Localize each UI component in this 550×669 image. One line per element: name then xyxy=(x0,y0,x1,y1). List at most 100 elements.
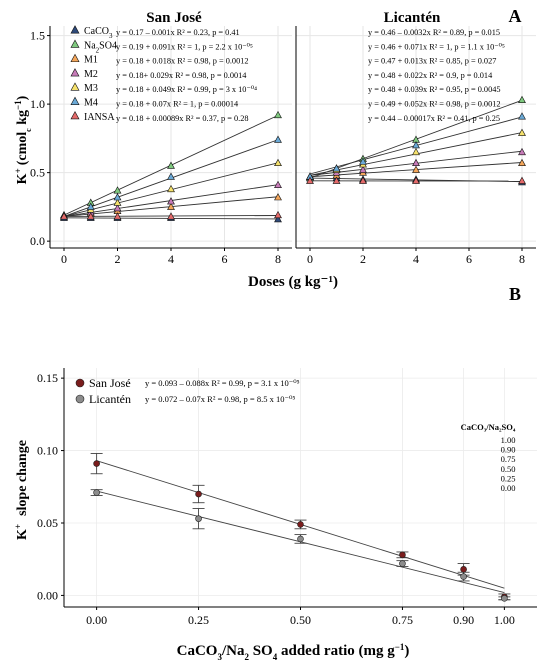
equation-label: y = 0.18 + 0.07x R² = 1, p = 0.00014 xyxy=(116,100,239,109)
y-tick-label: 1.0 xyxy=(30,97,45,111)
y-tick-label: 0.15 xyxy=(37,371,58,385)
data-point xyxy=(94,490,100,496)
x-tick-label: 0 xyxy=(61,252,67,266)
legend-marker xyxy=(71,54,79,61)
data-point xyxy=(399,552,405,558)
data-point xyxy=(519,96,526,102)
x-tick-label: 8 xyxy=(519,252,525,266)
data-point xyxy=(461,566,467,572)
x-tick-label: 0.90 xyxy=(453,613,474,627)
data-point xyxy=(275,212,282,218)
ratio-legend: CaCO₃/Na₂SO₄ 1.000.900.750.500.250.00 xyxy=(461,422,516,493)
legend-label: M4 xyxy=(84,98,98,109)
equation-label: y = 0.48 + 0.022x R² = 0.9, p = 0.014 xyxy=(368,71,493,80)
x-tick-label: 6 xyxy=(222,252,228,266)
x-tick-label: 0.75 xyxy=(392,613,413,627)
legend-label: CaCO3 xyxy=(84,26,113,40)
data-point xyxy=(519,113,526,119)
legend-marker xyxy=(71,97,79,104)
data-point xyxy=(275,136,282,142)
x-tick-label: 4 xyxy=(168,252,174,266)
data-point xyxy=(196,491,202,497)
equation-label: y = 0.17 – 0.001x R² = 0.23, p = 0.41 xyxy=(116,28,240,37)
equation-label: y = 0.18 + 0.049x R² = 0.99, p = 3 x 10⁻… xyxy=(116,85,257,94)
x-axis-label-a: Doses (g kg⁻¹) xyxy=(248,274,338,290)
legend-label: IANSA xyxy=(84,112,115,123)
ratio-legend-title: CaCO₃/Na₂SO₄ xyxy=(461,422,516,432)
legend-label: Na2SO4 xyxy=(84,40,117,54)
x-tick-label: 8 xyxy=(275,252,281,266)
data-point xyxy=(501,595,507,601)
legend-marker xyxy=(71,69,79,76)
equation-label: y = 0.46 – 0.0032x R² = 0.89, p = 0.015 xyxy=(368,28,500,37)
facet-title-licanten: Licantén xyxy=(384,10,441,26)
data-point xyxy=(196,516,202,522)
legend-label: San José xyxy=(89,376,131,390)
ratio-legend-item: 1.00 xyxy=(501,435,516,445)
data-point xyxy=(519,177,526,183)
x-tick-label: 2 xyxy=(360,252,366,266)
equation-label: y = 0.48 + 0.039x R² = 0.95, p = 0.0045 xyxy=(368,85,501,94)
equation-label: y = 0.093 – 0.088x R² = 0.99, p = 3.1 x … xyxy=(145,378,300,388)
panel-b: B K+slope change CaCO3/Na2 SO4 added rat… xyxy=(13,284,537,662)
legend-label: M2 xyxy=(84,69,98,80)
y-tick-label: 0.05 xyxy=(37,516,58,530)
y-tick-label: 0.5 xyxy=(30,166,45,180)
ratio-legend-item: 0.75 xyxy=(501,454,516,464)
equation-label: y = 0.47 + 0.013x R² = 0.85, p = 0.027 xyxy=(368,57,496,66)
y-tick-label: 0.0 xyxy=(30,234,45,248)
x-tick-label: 2 xyxy=(115,252,121,266)
y-tick-label: 1.5 xyxy=(30,29,45,43)
y-axis-label-b: K+slope change xyxy=(13,440,30,540)
data-point xyxy=(413,148,420,154)
legend-marker xyxy=(76,379,84,387)
legend-marker xyxy=(71,112,79,119)
data-point xyxy=(168,173,175,179)
y-tick-label: 0.10 xyxy=(37,444,58,458)
x-tick-label: 0.25 xyxy=(188,613,209,627)
legend-marker xyxy=(71,26,79,33)
equations-a: y = 0.17 – 0.001x R² = 0.23, p = 0.41 y =… xyxy=(116,28,505,123)
panel-a-label: A xyxy=(509,6,522,26)
data-point xyxy=(114,187,121,193)
ratio-legend-item: 0.50 xyxy=(501,464,516,474)
data-point xyxy=(298,536,304,542)
data-point xyxy=(298,521,304,527)
data-point xyxy=(461,574,467,580)
equation-label: y = 0.18 + 0.00089x R² = 0.37, p = 0.28 xyxy=(116,114,249,123)
legend-marker xyxy=(71,40,79,47)
legend-label: M3 xyxy=(84,83,98,94)
data-point xyxy=(275,159,282,165)
legend-marker xyxy=(76,395,84,403)
x-tick-label: 6 xyxy=(466,252,472,266)
ratio-legend-item: 0.00 xyxy=(501,483,516,493)
x-tick-label: 0.50 xyxy=(290,613,311,627)
ratio-legend-item: 0.25 xyxy=(501,473,516,483)
data-point xyxy=(94,461,100,467)
equation-label: y = 0.44 – 0.00017x R² = 0.41, p = 0.25 xyxy=(368,114,500,123)
ratio-legend-item: 0.90 xyxy=(501,445,516,455)
legend-label: M1 xyxy=(84,55,98,66)
x-axis-label-b: CaCO3/Na2 SO4 added ratio (mg g−1) xyxy=(177,642,410,662)
equation-label: y = 0.49 + 0.052x R² = 0.98, p = 0.0012 xyxy=(368,100,501,109)
x-tick-label: 0.00 xyxy=(86,613,107,627)
equation-label: y = 0.18 + 0.018x R² = 0.98, p = 0.0012 xyxy=(116,57,249,66)
x-tick-label: 4 xyxy=(413,252,419,266)
data-point xyxy=(399,561,405,567)
x-tick-label: 1.00 xyxy=(494,613,515,627)
y-tick-label: 0.00 xyxy=(37,588,58,602)
data-point xyxy=(519,129,526,135)
legend-label: Licantén xyxy=(89,392,131,406)
equation-label: y = 0.46 + 0.071x R² = 1, p = 1.1 x 10⁻⁰… xyxy=(368,42,505,51)
facet-title-san-jose: San José xyxy=(146,10,202,26)
equation-label: y = 0.072 – 0.07x R² = 0.98, p = 8.5 x 1… xyxy=(145,394,295,404)
panel-b-label: B xyxy=(509,284,521,304)
x-tick-label: 0 xyxy=(307,252,313,266)
panel-a: A San José Licantén K+(cmolc kg−1) Doses… xyxy=(13,6,536,290)
data-point xyxy=(168,162,175,168)
data-point xyxy=(275,181,282,187)
legend-marker xyxy=(71,83,79,90)
